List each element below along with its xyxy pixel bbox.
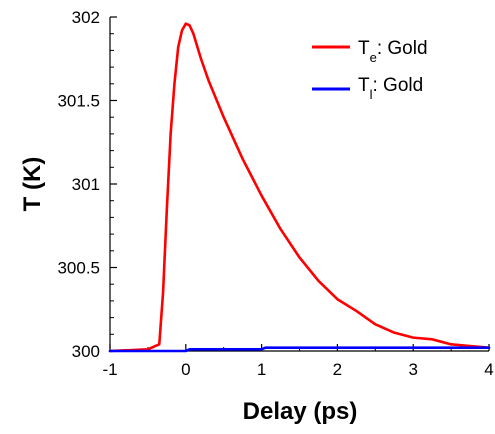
legend: Te: Gold Tl: Gold xyxy=(312,38,428,102)
legend-label-te: Te: Gold xyxy=(358,38,428,65)
tick-labels: -1 0 1 2 3 4 300 300.5 301 301.5 302 xyxy=(57,8,493,379)
legend-entry-tl: Tl: Gold xyxy=(312,75,423,102)
x-tick-label: 3 xyxy=(408,360,417,379)
series-lines xyxy=(108,22,491,353)
y-tick-label: 300 xyxy=(72,342,100,361)
legend-label-tl: Tl: Gold xyxy=(358,75,423,102)
x-tick-label: -1 xyxy=(102,360,117,379)
y-tick-label: 302 xyxy=(72,8,100,27)
plot-area: -1 0 1 2 3 4 300 300.5 301 301.5 302 xyxy=(57,8,493,379)
x-tick-label: 2 xyxy=(333,360,342,379)
x-tick-label: 4 xyxy=(484,360,493,379)
x-tick-label: 0 xyxy=(181,360,190,379)
legend-entry-te: Te: Gold xyxy=(312,38,428,65)
series-line-tl xyxy=(108,346,491,353)
y-tick-label: 301.5 xyxy=(57,92,100,111)
x-tick-label: 1 xyxy=(257,360,266,379)
y-tick-label: 300.5 xyxy=(57,259,100,278)
series-line-te xyxy=(108,22,491,353)
y-axis-title: T (K) xyxy=(19,157,46,212)
y-tick-label: 301 xyxy=(72,175,100,194)
x-axis-title: Delay (ps) xyxy=(243,398,358,425)
